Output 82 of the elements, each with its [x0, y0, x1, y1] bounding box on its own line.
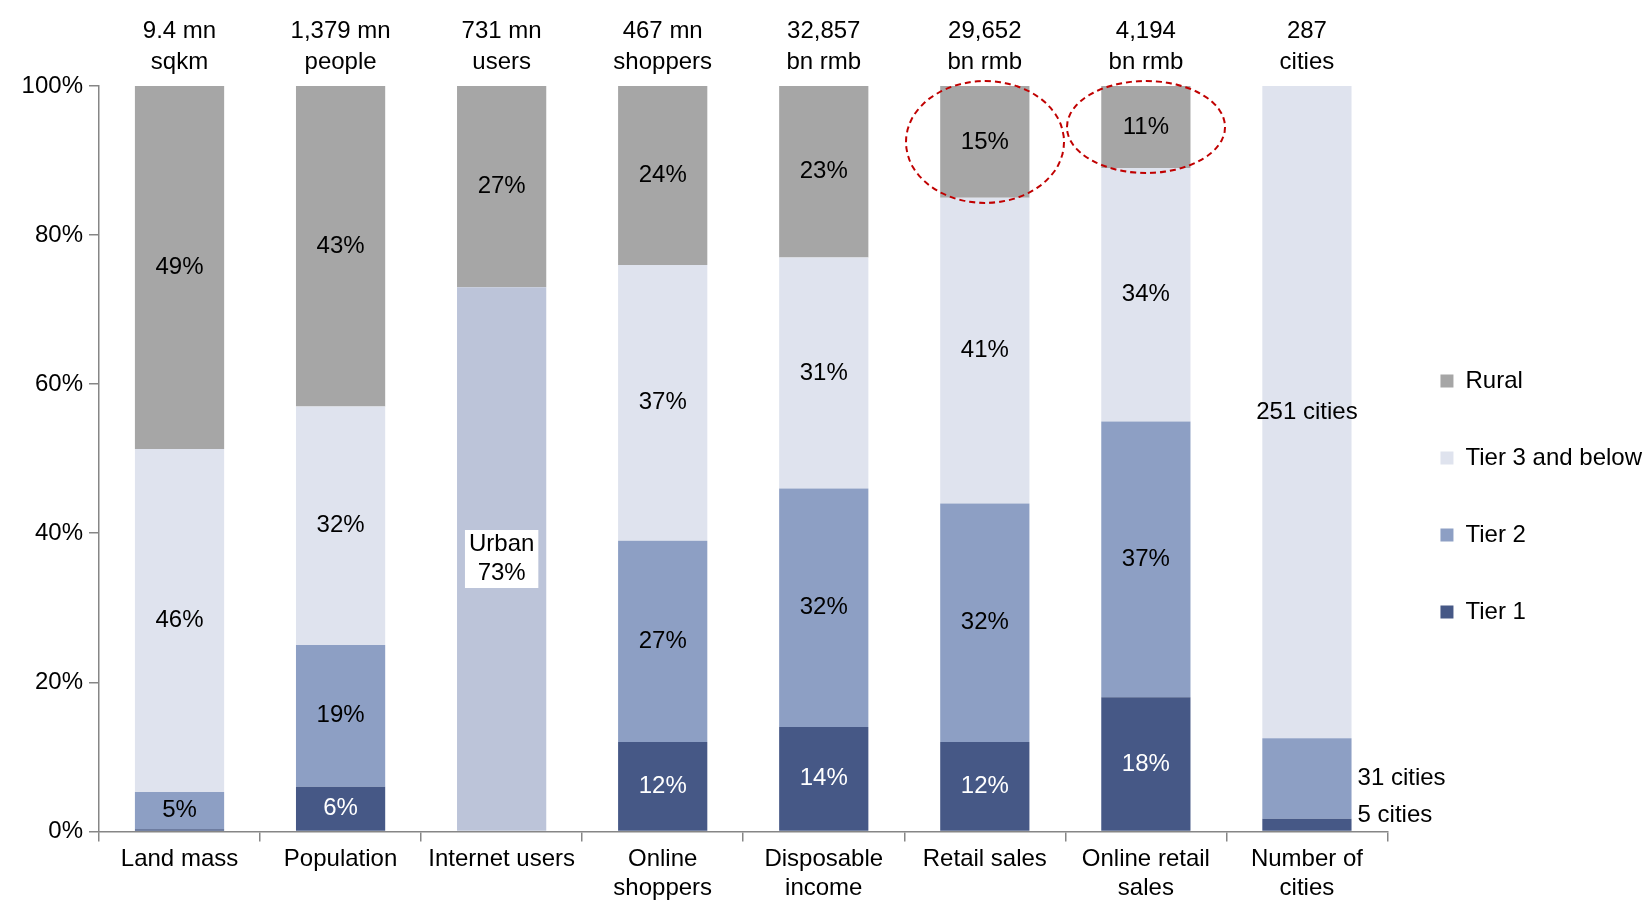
y-tick-label: 100%	[21, 70, 83, 98]
data-label: 32%	[960, 607, 1009, 635]
annotation: 9.4 mn sqkm	[142, 15, 217, 74]
annotation: 31 cities	[1357, 763, 1446, 791]
data-label: 5%	[162, 795, 197, 823]
bar	[618, 540, 708, 742]
bar	[295, 86, 386, 407]
annotation: 4,194 bn rmb	[1108, 15, 1184, 74]
x-tick-label: Disposable income	[764, 844, 884, 901]
y-tick-label: 80%	[34, 219, 83, 247]
annotation: 1,379 mn people	[290, 15, 391, 74]
data-label: 27%	[638, 625, 687, 653]
data-label: 37%	[638, 387, 687, 415]
annotation: 467 mn shoppers	[613, 15, 713, 74]
annotation: 251 cities	[1256, 396, 1358, 424]
annotation: 5 cities	[1357, 799, 1433, 827]
x-tick-label: Online shoppers	[613, 844, 713, 901]
data-label: 34%	[1121, 279, 1170, 307]
annotation: 29,652 bn rmb	[947, 15, 1023, 74]
data-label: 46%	[155, 605, 204, 633]
data-label: 6%	[323, 793, 358, 821]
bar	[295, 406, 386, 646]
data-label: 32%	[316, 510, 365, 538]
bar	[1101, 167, 1191, 422]
legend-label: Tier 3 and below	[1465, 442, 1643, 470]
bar	[618, 86, 708, 265]
bar	[134, 86, 225, 450]
bar	[779, 257, 869, 489]
data-label: 37%	[1121, 543, 1170, 571]
y-tick-label: 60%	[34, 368, 83, 396]
legend-label: Tier 1	[1465, 596, 1526, 624]
y-tick-label: 40%	[34, 517, 83, 545]
annotation: 731 mn users	[461, 15, 542, 74]
bar	[295, 645, 386, 787]
bar	[1262, 738, 1352, 819]
annotation: 287 cities	[1279, 15, 1335, 74]
bar	[1101, 421, 1191, 698]
bar	[940, 86, 1030, 198]
data-label: 73%	[477, 558, 526, 586]
x-tick-label: Online retail sales	[1081, 844, 1210, 901]
bar	[779, 86, 869, 258]
x-tick-label: Land mass	[120, 844, 239, 872]
x-tick-label: Retail sales	[922, 844, 1047, 872]
bar	[457, 86, 547, 288]
bar	[134, 791, 225, 830]
legend-label: Tier 2	[1465, 519, 1526, 547]
data-label: 31%	[799, 357, 848, 385]
bar	[779, 727, 869, 831]
data-label: 12%	[638, 770, 687, 798]
x-tick-label: Number of cities	[1250, 844, 1364, 901]
data-label: 49%	[155, 252, 204, 280]
bar	[1101, 697, 1191, 831]
bar	[134, 449, 225, 792]
bar	[457, 287, 547, 831]
data-label: 24%	[638, 160, 687, 188]
bar	[940, 503, 1030, 742]
bar	[618, 741, 708, 831]
data-label: 11%	[1122, 111, 1169, 139]
y-tick-label: 0%	[48, 816, 83, 844]
legend-label: Rural	[1465, 365, 1523, 393]
y-tick-label: 20%	[34, 666, 83, 694]
x-tick-label: Internet users	[428, 844, 576, 872]
data-label: 23%	[799, 156, 848, 184]
series-label: Urban	[468, 529, 535, 557]
data-label: 12%	[960, 770, 1009, 798]
bar	[940, 197, 1030, 504]
bar	[940, 741, 1030, 831]
data-label: 43%	[316, 230, 365, 258]
data-label: 32%	[799, 592, 848, 620]
x-tick-label: Population	[283, 844, 398, 872]
bar	[618, 264, 708, 541]
bar	[1101, 86, 1191, 168]
bar	[779, 488, 869, 728]
data-label: 18%	[1121, 748, 1170, 776]
data-label: 15%	[960, 126, 1009, 154]
bar	[1262, 818, 1352, 831]
data-label: 14%	[799, 763, 848, 791]
bar	[295, 786, 386, 831]
annotation: 32,857 bn rmb	[786, 15, 862, 74]
data-label: 27%	[477, 171, 526, 199]
data-label: 19%	[316, 700, 365, 728]
data-label: 41%	[960, 335, 1009, 363]
